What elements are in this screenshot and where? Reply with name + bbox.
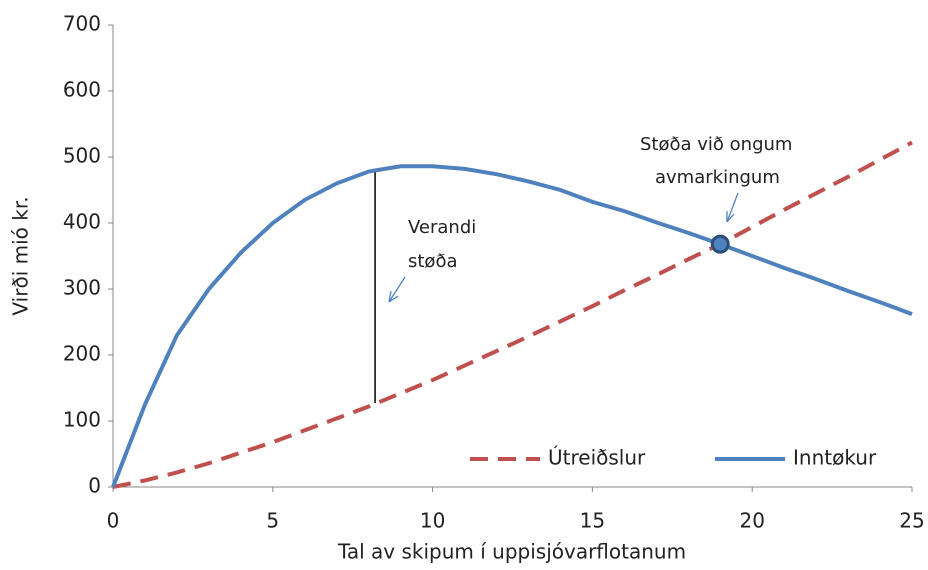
series-line: [111, 164, 913, 488]
annotation: Verandi: [408, 217, 476, 238]
y-tick-label: 600: [63, 78, 101, 102]
x-tick-label: 25: [899, 509, 924, 533]
y-tick-label: 200: [63, 342, 101, 366]
y-tick-label: 500: [63, 144, 101, 168]
x-tick-label: 15: [580, 509, 605, 533]
arrow: [726, 192, 739, 223]
legend-label: Inntøkur: [793, 446, 877, 470]
annotation: avmarkingum: [655, 167, 780, 188]
annotation-arrows: [388, 192, 739, 303]
y-tick-label: 0: [88, 474, 101, 498]
y-tick-label: 700: [63, 12, 101, 36]
legend-label: Útreiðslur: [548, 446, 646, 470]
x-tick-label: 20: [739, 509, 764, 533]
annotation: Støða við ongum: [640, 134, 792, 155]
series-line: [112, 140, 913, 489]
x-tick-label: 0: [107, 509, 120, 533]
y-tick-label: 400: [63, 210, 101, 234]
x-tick-label: 10: [420, 509, 445, 533]
arrow: [388, 276, 406, 303]
intersection-marker: [710, 234, 730, 254]
y-tick-label: 300: [63, 276, 101, 300]
y-tick-label: 100: [63, 408, 101, 432]
x-axis-label: Tal av skipum í uppisjóvarflotanum: [337, 540, 686, 564]
y-axis-label: Virði mió kr.: [9, 196, 33, 315]
x-tick-label: 5: [266, 509, 279, 533]
annotation: støða: [408, 251, 458, 272]
